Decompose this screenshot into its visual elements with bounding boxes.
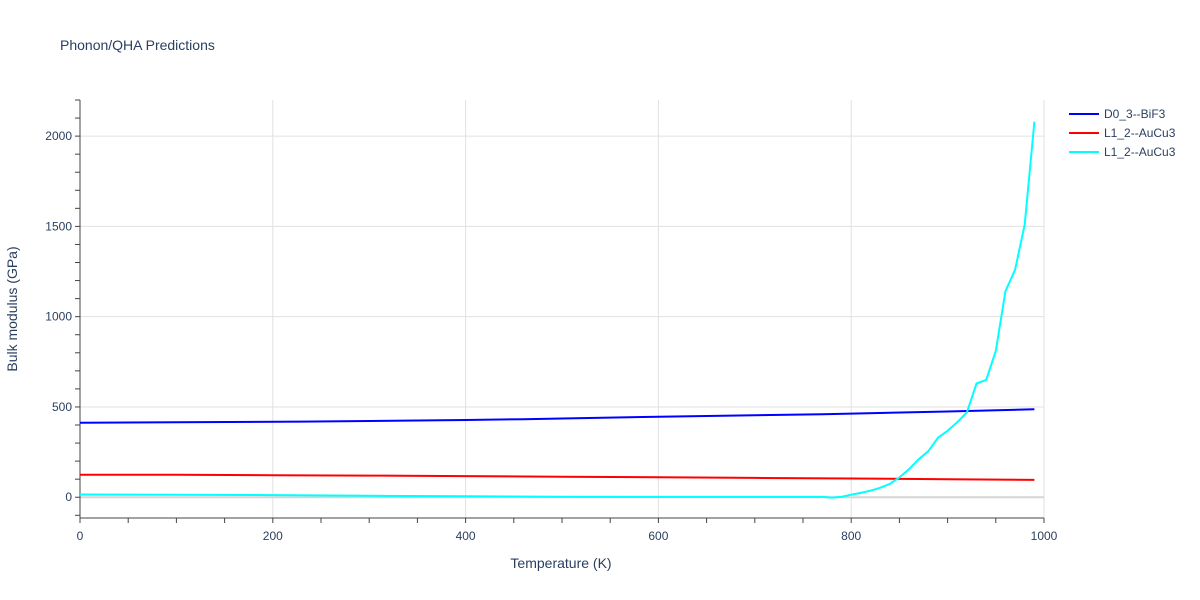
series-line-2[interactable] [79, 473, 1035, 481]
legend-label: L1_2--AuCu3 [1104, 126, 1176, 140]
legend-item[interactable]: L1_2--AuCu3 [1069, 126, 1176, 140]
series-layer [79, 121, 1036, 499]
legend-label: L1_2--AuCu3 [1104, 145, 1176, 159]
x-tick-label: 200 [263, 529, 283, 543]
series-line-1[interactable] [79, 408, 1035, 424]
x-axis-title: Temperature (K) [510, 555, 611, 571]
x-tick-label: 1000 [1031, 529, 1058, 543]
y-tick-label: 1500 [45, 219, 72, 233]
y-axis-title: Bulk modulus (GPa) [4, 246, 20, 371]
tick-labels: 0 200 400 600 800 1000 0 500 1000 1500 2000 [45, 129, 1057, 543]
chart-title: Phonon/QHA Predictions [60, 37, 215, 53]
series-line-3[interactable] [79, 121, 1036, 499]
y-tick-label: 1000 [45, 310, 72, 324]
x-tick-label: 0 [77, 529, 84, 543]
axes [75, 99, 1045, 523]
legend-item[interactable]: L1_2--AuCu3 [1069, 145, 1176, 159]
legend-label: D0_3--BiF3 [1104, 107, 1166, 121]
y-tick-label: 500 [52, 400, 72, 414]
x-tick-label: 800 [841, 529, 861, 543]
y-tick-label: 0 [65, 490, 72, 504]
x-tick-label: 400 [456, 529, 476, 543]
legend[interactable]: D0_3--BiF3 L1_2--AuCu3 L1_2--AuCu3 [1069, 107, 1176, 159]
grid-lines [80, 100, 1045, 518]
legend-item[interactable]: D0_3--BiF3 [1069, 107, 1166, 121]
y-tick-label: 2000 [45, 129, 72, 143]
x-tick-label: 600 [648, 529, 668, 543]
